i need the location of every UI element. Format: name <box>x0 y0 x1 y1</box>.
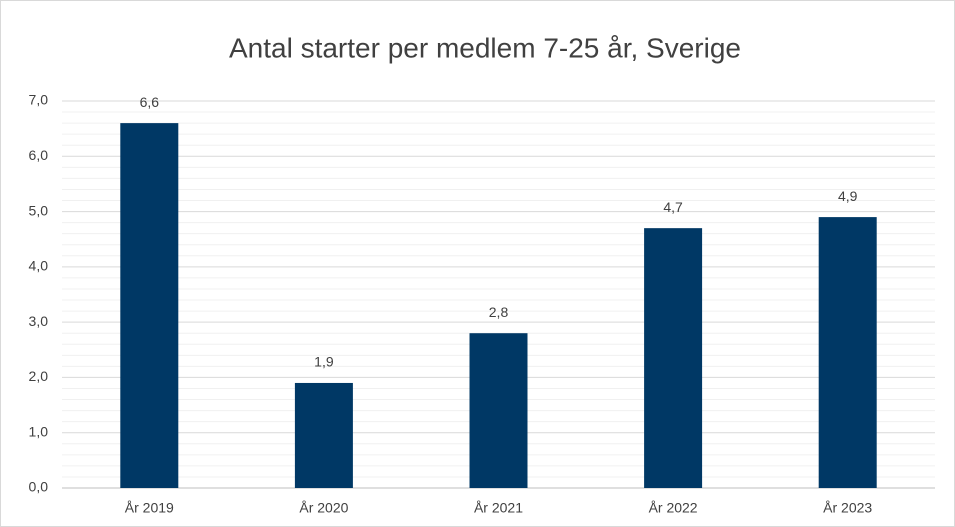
bar <box>818 217 877 488</box>
x-tick-label: År 2021 <box>474 500 523 516</box>
chart-title: Antal starter per medlem 7-25 år, Sverig… <box>229 32 741 63</box>
x-tick-label: År 2019 <box>125 500 174 516</box>
bar <box>294 382 353 488</box>
bar <box>469 333 528 488</box>
x-tick-label: År 2020 <box>299 500 348 516</box>
value-label: 6,6 <box>140 94 160 110</box>
value-label: 2,8 <box>489 304 509 320</box>
y-tick-label: 5,0 <box>29 202 49 218</box>
y-tick-label: 0,0 <box>29 479 49 495</box>
bar <box>120 123 179 488</box>
value-label: 4,7 <box>663 199 683 215</box>
bar <box>644 228 703 488</box>
y-tick-label: 1,0 <box>29 423 49 439</box>
x-tick-label: År 2022 <box>649 500 698 516</box>
value-label: 1,9 <box>314 354 334 370</box>
y-tick-label: 2,0 <box>29 368 49 384</box>
x-tick-label: År 2023 <box>823 500 872 516</box>
y-tick-label: 7,0 <box>29 92 49 108</box>
y-tick-label: 3,0 <box>29 313 49 329</box>
value-label: 4,9 <box>838 188 858 204</box>
y-tick-label: 6,0 <box>29 147 49 163</box>
y-tick-label: 4,0 <box>29 258 49 274</box>
